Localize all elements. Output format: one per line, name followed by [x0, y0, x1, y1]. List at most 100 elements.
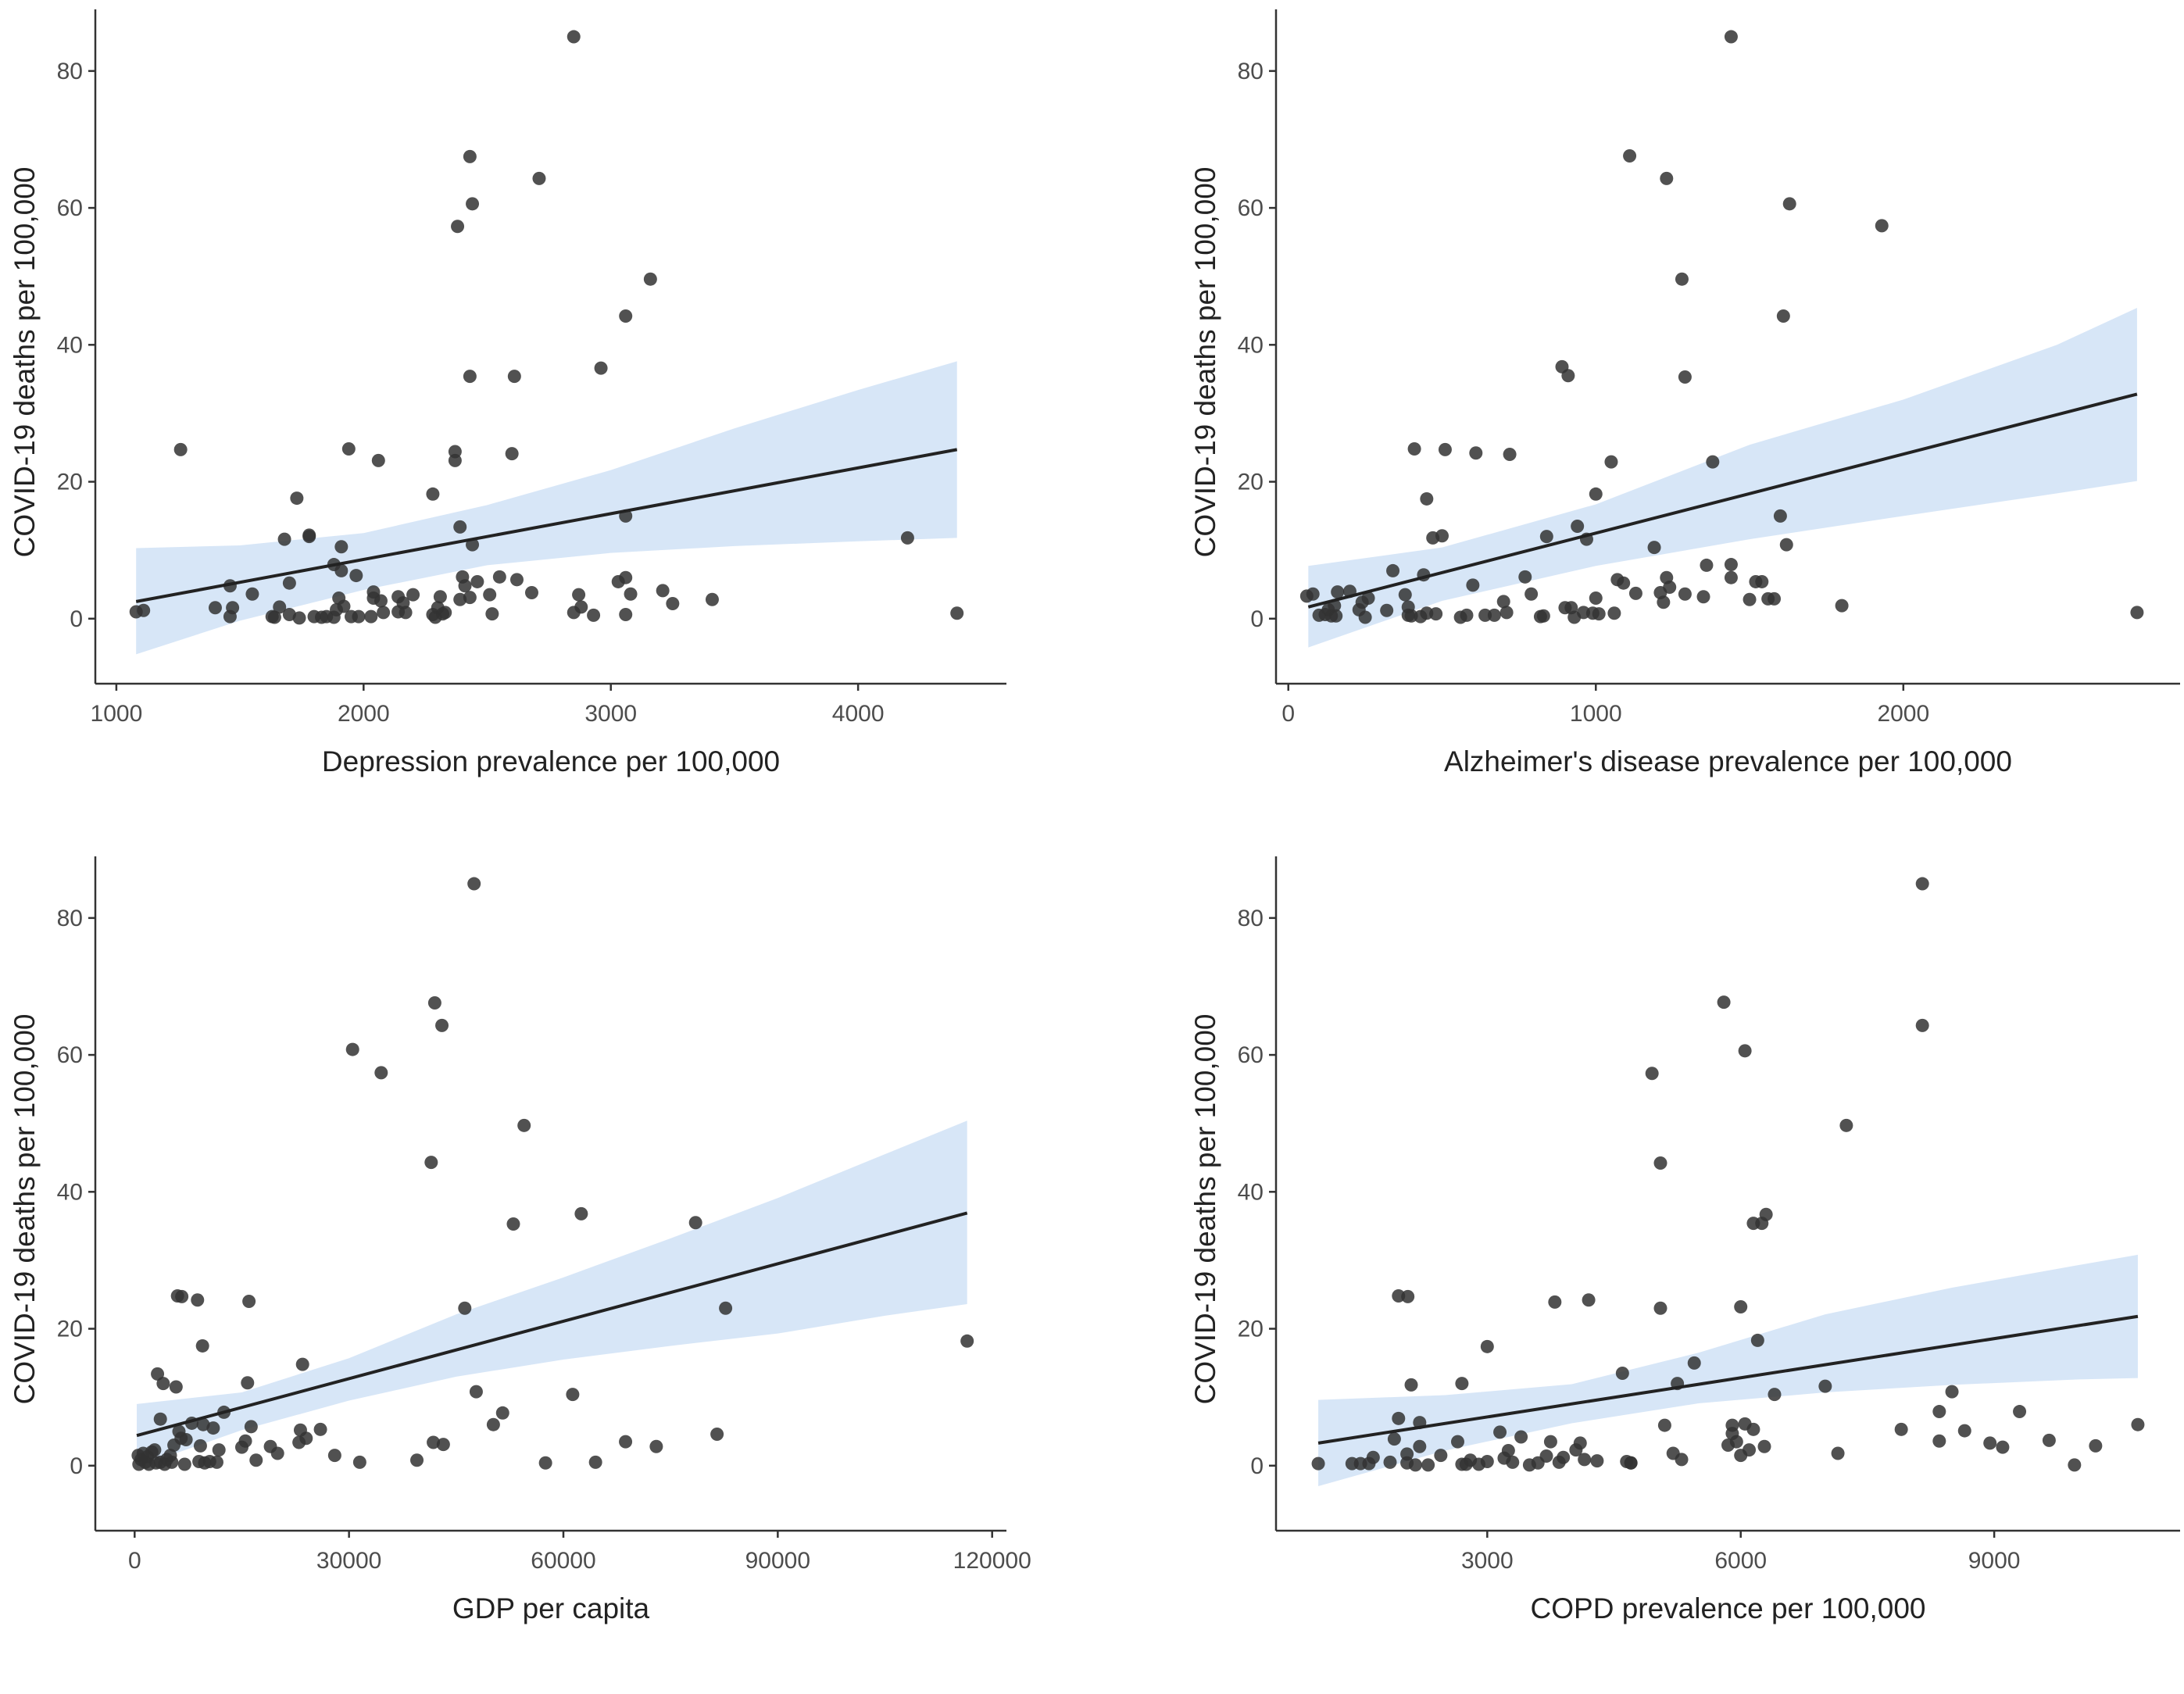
y-tick-label: 0 — [70, 1453, 83, 1479]
x-tick-label: 90000 — [745, 1548, 810, 1574]
data-point — [1387, 1432, 1401, 1446]
regression-line — [135, 448, 958, 603]
data-point — [169, 1380, 183, 1394]
data-point — [458, 1301, 472, 1315]
data-point — [302, 530, 316, 544]
data-point — [282, 576, 296, 590]
data-point — [290, 491, 304, 506]
data-point — [517, 1118, 531, 1132]
data-point — [165, 1455, 179, 1469]
data-point — [1915, 877, 1929, 891]
data-point — [2131, 1417, 2145, 1431]
data-point — [1592, 607, 1606, 621]
confidence-band — [1308, 307, 2137, 648]
x-tick-label: 2000 — [1877, 701, 1929, 727]
data-point — [1624, 1456, 1638, 1470]
data-point — [1578, 1453, 1592, 1467]
data-point — [1757, 1439, 1771, 1453]
data-point — [1725, 1418, 1739, 1432]
data-point — [244, 1420, 258, 1434]
data-point — [1329, 609, 1343, 623]
data-point — [1480, 1339, 1494, 1353]
data-point — [643, 272, 657, 286]
data-point — [1678, 370, 1692, 384]
data-point — [1460, 608, 1474, 622]
y-tick-label: 80 — [57, 906, 83, 931]
points-group — [1299, 30, 2144, 624]
points-group — [129, 30, 964, 625]
data-point — [1392, 1411, 1406, 1425]
x-tick-label: 30000 — [316, 1548, 381, 1574]
x-tick-label: 4000 — [832, 701, 885, 727]
data-point — [209, 1455, 223, 1469]
y-axis-title: COVID-19 deaths per 100,000 — [9, 167, 41, 558]
x-tick-label: 2000 — [338, 701, 390, 727]
data-point — [242, 1294, 256, 1308]
y-tick-label: 80 — [1238, 59, 1264, 84]
y-axis-title: COVID-19 deaths per 100,000 — [9, 1014, 41, 1405]
data-point — [1478, 608, 1492, 622]
data-point — [433, 590, 447, 604]
data-point — [538, 1456, 552, 1470]
data-point — [1657, 1418, 1671, 1432]
data-point — [1604, 455, 1618, 469]
y-tick-label: 40 — [57, 1179, 83, 1205]
data-point — [364, 609, 378, 624]
data-point — [2089, 1438, 2103, 1453]
data-point — [427, 995, 441, 1010]
data-point — [337, 599, 351, 613]
data-point — [463, 591, 477, 605]
data-point — [1615, 1366, 1629, 1380]
y-tick-label: 20 — [1238, 1317, 1264, 1342]
data-point — [1561, 369, 1575, 383]
y-tick-label: 60 — [1238, 1042, 1264, 1068]
data-point — [710, 1427, 724, 1441]
regression-line — [1307, 392, 2138, 609]
data-point — [352, 1455, 366, 1469]
data-point — [619, 608, 633, 622]
data-point — [1768, 1388, 1782, 1402]
data-point — [1983, 1436, 1997, 1450]
data-point — [177, 1457, 191, 1471]
panel-copd: 0 20 40 60 80 3000 6000 9000 COPD prevalence per… — [1092, 847, 2184, 1694]
data-point — [470, 574, 484, 588]
y-tick-label: 40 — [57, 332, 83, 358]
data-point — [1875, 219, 1889, 233]
data-point — [1386, 563, 1400, 577]
data-point — [1759, 1207, 1773, 1221]
data-point — [1311, 1456, 1325, 1471]
data-point — [438, 606, 452, 620]
data-point — [1746, 1422, 1760, 1436]
data-point — [1779, 538, 1793, 552]
data-point — [1366, 1450, 1380, 1464]
data-point — [1501, 1443, 1515, 1457]
data-point — [492, 570, 506, 584]
data-point — [1361, 591, 1375, 605]
data-point — [374, 594, 388, 608]
data-point — [666, 596, 680, 610]
data-point — [1663, 580, 1677, 594]
data-point — [1957, 1424, 1971, 1438]
data-point — [334, 540, 349, 554]
data-point — [1582, 1293, 1596, 1307]
data-point — [1438, 442, 1452, 456]
data-point — [1647, 541, 1661, 555]
x-tick-label: 0 — [1281, 701, 1295, 727]
data-point — [435, 1018, 449, 1032]
data-point — [495, 1406, 509, 1420]
data-point — [1831, 1446, 1845, 1460]
data-point — [1543, 1435, 1557, 1449]
data-point — [1776, 309, 1790, 323]
data-point — [458, 579, 472, 593]
points-group — [1311, 877, 2145, 1472]
data-point — [1539, 1449, 1553, 1463]
data-point — [424, 1156, 438, 1170]
chart-svg: 0 20 40 60 80 3000 6000 9000 COPD prevalence per… — [1189, 856, 2180, 1624]
panel-alzheimers: 0 20 40 60 80 0 1000 2000 Alzheimer's disease pr… — [1092, 0, 2184, 847]
data-point — [1700, 558, 1714, 572]
data-point — [371, 453, 385, 467]
data-point — [1380, 603, 1394, 617]
data-point — [1729, 1435, 1743, 1449]
data-point — [273, 600, 287, 614]
data-point — [1755, 574, 1769, 588]
